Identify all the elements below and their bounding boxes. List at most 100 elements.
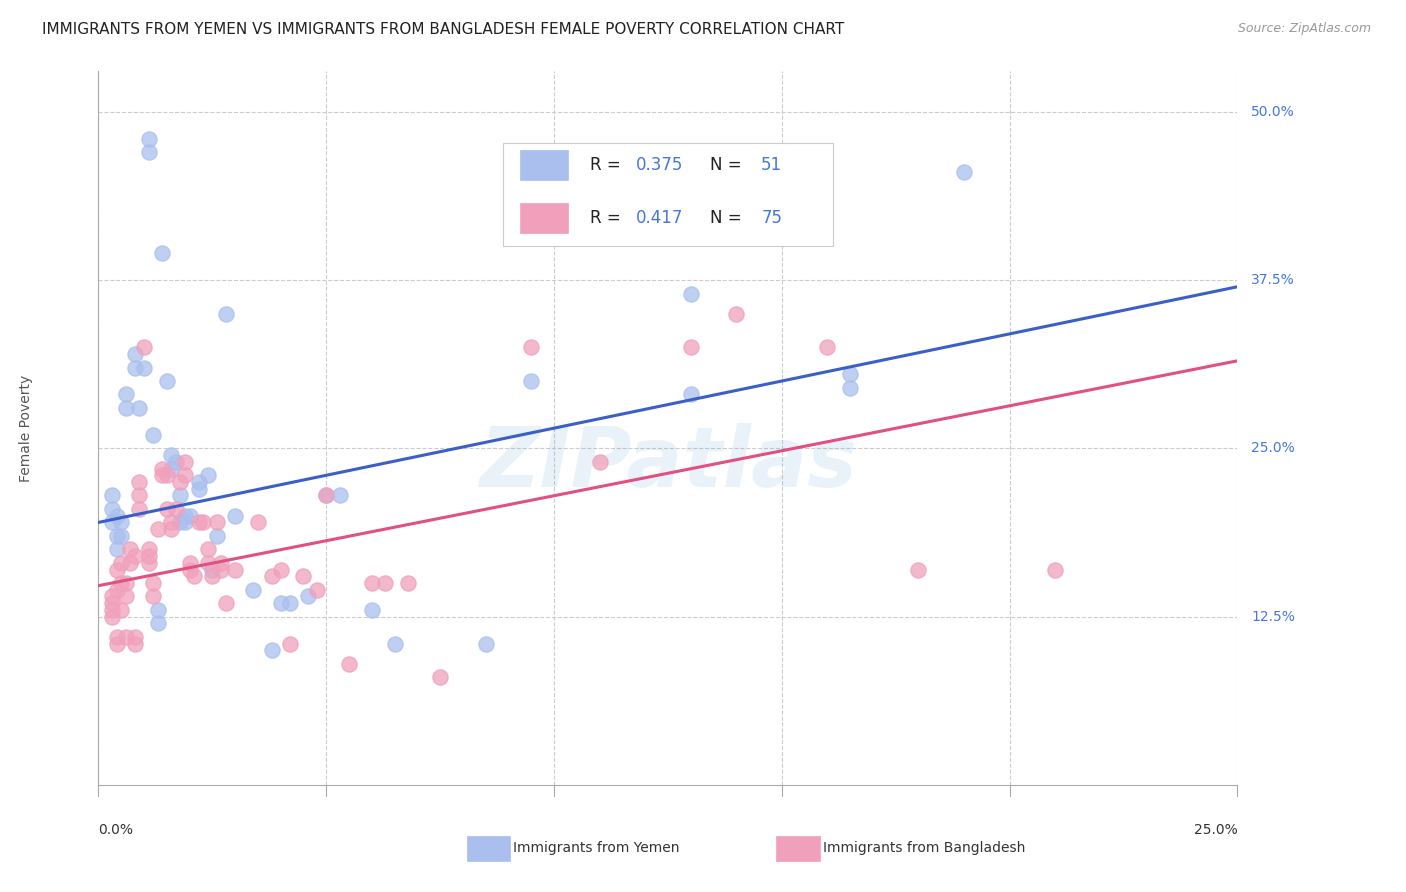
Point: [101, 596, 124, 610]
Point: [124, 637, 146, 651]
Point: [278, 596, 301, 610]
Point: [174, 516, 197, 530]
Point: [1043, 562, 1066, 576]
Point: [183, 569, 205, 583]
Point: [839, 381, 862, 395]
Point: [142, 576, 165, 591]
Point: [156, 374, 179, 388]
Point: [224, 508, 246, 523]
Point: [124, 549, 146, 563]
Point: [156, 502, 179, 516]
Point: [105, 542, 128, 557]
Text: 0.417: 0.417: [636, 210, 683, 227]
Point: [150, 461, 173, 475]
Point: [105, 562, 128, 576]
Point: [174, 508, 197, 523]
Text: 51: 51: [761, 156, 782, 174]
Point: [215, 596, 238, 610]
Point: [634, 178, 657, 193]
Point: [101, 516, 124, 530]
Point: [110, 576, 132, 591]
Point: [114, 576, 136, 591]
Point: [101, 603, 124, 617]
Point: [520, 374, 543, 388]
Point: [520, 340, 543, 354]
Point: [396, 576, 419, 591]
Point: [138, 542, 160, 557]
Point: [101, 609, 124, 624]
Text: 25.0%: 25.0%: [1194, 822, 1237, 837]
Text: Female Poverty: Female Poverty: [18, 375, 32, 482]
Point: [193, 516, 215, 530]
Point: [297, 590, 319, 604]
Point: [205, 529, 228, 543]
Point: [114, 590, 136, 604]
Point: [246, 516, 269, 530]
Point: [197, 556, 219, 570]
Text: 75: 75: [761, 210, 782, 227]
Point: [953, 165, 976, 179]
Text: 50.0%: 50.0%: [1251, 104, 1295, 119]
Point: [179, 508, 201, 523]
Point: [146, 603, 169, 617]
Point: [124, 630, 146, 644]
Point: [197, 468, 219, 483]
Point: [224, 562, 246, 576]
Point: [101, 502, 124, 516]
Text: R =: R =: [591, 156, 627, 174]
Point: [142, 428, 165, 442]
Text: 12.5%: 12.5%: [1251, 609, 1295, 624]
Point: [384, 637, 406, 651]
Point: [292, 569, 315, 583]
Point: [679, 387, 702, 401]
Point: [201, 569, 224, 583]
Point: [128, 488, 150, 502]
Text: ZIPatlas: ZIPatlas: [479, 424, 856, 504]
Point: [146, 522, 169, 536]
Text: Immigrants from Yemen: Immigrants from Yemen: [513, 841, 679, 855]
Point: [187, 475, 209, 489]
Text: Source: ZipAtlas.com: Source: ZipAtlas.com: [1237, 22, 1371, 36]
Point: [132, 360, 155, 375]
Point: [329, 488, 352, 502]
Point: [429, 670, 451, 684]
Point: [474, 637, 496, 651]
Point: [215, 307, 238, 321]
Point: [725, 307, 748, 321]
Point: [150, 468, 173, 483]
Point: [128, 475, 150, 489]
Point: [120, 556, 142, 570]
FancyBboxPatch shape: [503, 143, 832, 246]
Point: [209, 562, 232, 576]
Point: [209, 556, 232, 570]
Point: [179, 562, 201, 576]
Point: [114, 387, 136, 401]
Point: [169, 516, 191, 530]
Point: [110, 529, 132, 543]
Point: [160, 516, 183, 530]
Point: [110, 516, 132, 530]
Point: [101, 590, 124, 604]
Point: [110, 603, 132, 617]
Point: [150, 246, 173, 260]
Point: [124, 360, 146, 375]
Point: [138, 131, 160, 145]
Point: [270, 562, 292, 576]
Point: [105, 630, 128, 644]
Point: [187, 482, 209, 496]
Point: [114, 630, 136, 644]
Point: [169, 488, 191, 502]
Point: [679, 340, 702, 354]
Text: Immigrants from Bangladesh: Immigrants from Bangladesh: [823, 841, 1025, 855]
Point: [179, 556, 201, 570]
Point: [146, 616, 169, 631]
Point: [174, 455, 197, 469]
Text: IMMIGRANTS FROM YEMEN VS IMMIGRANTS FROM BANGLADESH FEMALE POVERTY CORRELATION C: IMMIGRANTS FROM YEMEN VS IMMIGRANTS FROM…: [42, 22, 845, 37]
Point: [138, 556, 160, 570]
Text: 37.5%: 37.5%: [1251, 273, 1295, 287]
Point: [169, 475, 191, 489]
Point: [315, 488, 337, 502]
Text: R =: R =: [591, 210, 627, 227]
Point: [124, 347, 146, 361]
Point: [174, 468, 197, 483]
